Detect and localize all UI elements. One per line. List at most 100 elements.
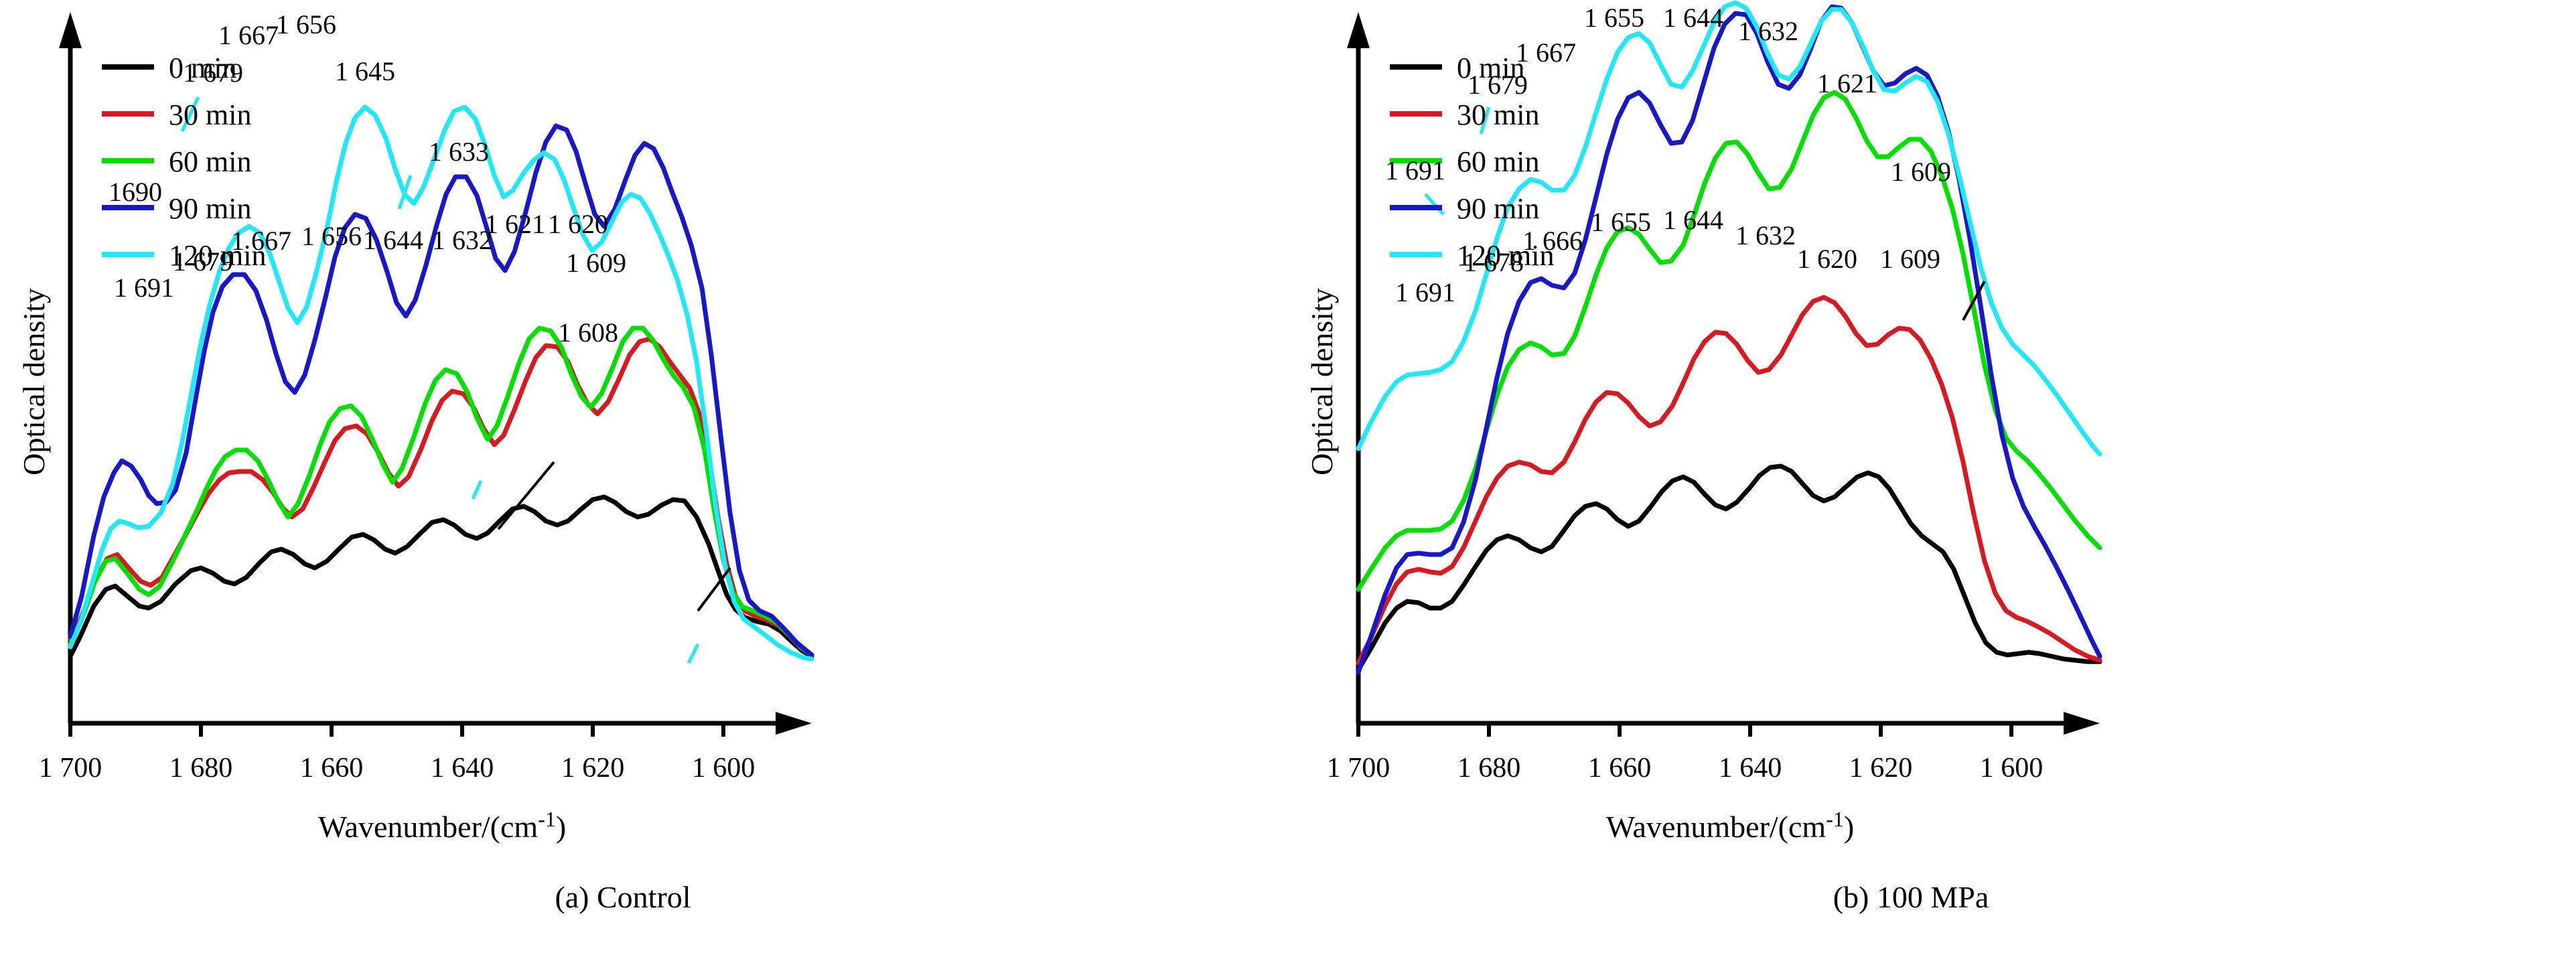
peak-label: 1 667: [1516, 38, 1576, 68]
leader-lines-b: [1424, 106, 1986, 321]
curve-0min-a: [68, 494, 814, 659]
xtick-label: 1 680: [1457, 753, 1521, 784]
legend-label-30min: 30 min: [169, 98, 251, 131]
peak-label: 1 667: [218, 20, 279, 50]
xtick-label: 1 620: [1849, 753, 1913, 784]
legend-item-0[interactable]: 0 min: [102, 52, 236, 84]
legend-label-90min: 90 min: [169, 192, 251, 225]
peak-label: 1 644: [363, 225, 423, 255]
xaxis-ticklabels-b: 1 700 1 680 1 660 1 640 1 620 1 600: [1327, 753, 2044, 784]
xtick-label: 1 620: [561, 753, 625, 784]
curve-30min-b: [1356, 295, 2102, 666]
xtick-label: 1 600: [1980, 753, 2044, 784]
xaxis-ticklabels-a: 1 700 1 680 1 660 1 640 1 620 1 600: [39, 753, 756, 784]
peak-label: 1 656: [276, 9, 336, 40]
leader-1620-a: [497, 461, 555, 530]
legend-item-0[interactable]: 0 min: [1390, 52, 1524, 84]
xtick-label: 1 700: [1327, 753, 1390, 784]
xaxis-title-tail: ): [556, 810, 566, 844]
peak-label: 1 632: [1735, 220, 1796, 250]
svg-text:Wavenumber/(cm-1): Wavenumber/(cm-1): [1606, 807, 1854, 844]
peak-label: 1 609: [566, 248, 626, 278]
peak-label: 1 655: [1584, 3, 1644, 33]
xaxis-title-tail: ): [1844, 810, 1854, 844]
panel-b-svg: 0 min 30 min 60 min 90 min 120 min: [1305, 0, 2102, 914]
peak-label: 1 679: [173, 246, 233, 277]
yaxis-title-a: Optical density: [17, 288, 51, 475]
peak-label: 1 655: [1591, 207, 1651, 237]
axes-a: [59, 12, 812, 737]
xtick-label: 1 640: [431, 753, 494, 784]
peak-label: 1 656: [301, 221, 362, 251]
leader-1609-a: [697, 567, 731, 612]
legend-a: 0 min 30 min 60 min 90 min 120 min: [102, 52, 266, 272]
leader-1633-a: [397, 175, 413, 210]
leader-1679-a: [180, 96, 200, 133]
legend-item-3[interactable]: 90 min: [1390, 192, 1539, 225]
legend-label-60min: 60 min: [169, 145, 251, 178]
peak-label: 1 609: [1880, 244, 1940, 274]
peak-label: 1 644: [1663, 205, 1723, 235]
peak-label: 1 632: [432, 225, 492, 255]
curve-60min-a: [68, 325, 814, 658]
peak-label: 1 678: [1463, 247, 1524, 277]
panel-a: 0 min 30 min 60 min 90 min 120 min: [17, 9, 814, 914]
curve-120min-b: [1356, 0, 2102, 457]
xtick-label: 1 700: [39, 753, 102, 784]
svg-text:Wavenumber/(cm-1): Wavenumber/(cm-1): [318, 807, 566, 844]
xaxis-title-main: Wavenumber/(cm: [1606, 810, 1827, 844]
xtick-label: 1 600: [692, 753, 756, 784]
peak-label: 1 608: [558, 317, 618, 348]
legend-label-90min: 90 min: [1457, 192, 1539, 225]
peak-label: 1 691: [1395, 277, 1455, 307]
xaxis-title-main: Wavenumber/(cm: [318, 810, 539, 844]
panel-a-svg: 0 min 30 min 60 min 90 min 120 min: [17, 9, 814, 914]
peak-label: 1 633: [429, 137, 489, 167]
peak-label: 1 621: [485, 209, 545, 239]
panel-b: 0 min 30 min 60 min 90 min 120 min: [1288, 0, 2576, 957]
legend-label-0min: 0 min: [1457, 52, 1524, 84]
peak-label: 1 645: [335, 56, 395, 86]
peak-label: 1 621: [1817, 68, 1877, 98]
legend-label-0min: 0 min: [169, 52, 236, 84]
legend-item-1[interactable]: 30 min: [1390, 98, 1539, 131]
leader-1609-b: [1962, 281, 1986, 321]
leader-lines-a: [180, 96, 731, 664]
peak-label: 1 679: [183, 58, 243, 88]
legend-item-2[interactable]: 60 min: [1390, 145, 1539, 178]
legend-item-4[interactable]: 120 min: [1390, 239, 1554, 272]
leader-1608-a: [687, 643, 700, 664]
legend-label-120min: 120 min: [1457, 239, 1554, 272]
peak-label: 1 609: [1891, 157, 1951, 187]
curve-0min-b: [1356, 463, 2102, 672]
peak-label: 1 691: [114, 273, 174, 303]
legend-item-2[interactable]: 60 min: [102, 145, 251, 178]
peak-label: 1 679: [1468, 70, 1528, 100]
spectra-curves-b: [1356, 0, 2102, 675]
xaxis-title-b: Wavenumber/(cm-1): [1606, 807, 1854, 844]
peak-label: 1 620: [1797, 244, 1857, 274]
xaxis-title-a: Wavenumber/(cm-1): [318, 807, 566, 844]
peak-label: 1 632: [1738, 16, 1798, 46]
yaxis-title-b: Optical density: [1305, 288, 1339, 475]
legend-item-3[interactable]: 90 min: [102, 192, 251, 225]
spectra-curves-a: [68, 104, 814, 662]
peak-annotations-b: 1 655 1 644 1 632 1 667 1 621 1 679 1 69…: [1385, 3, 1951, 307]
peak-label: 1 666: [1522, 226, 1583, 256]
curve-90min-a: [68, 123, 814, 658]
xtick-label: 1 660: [1588, 753, 1652, 784]
legend-b: 0 min 30 min 60 min 90 min 120 min: [1390, 52, 1554, 272]
peak-annotations-a: 1 667 1 656 1 645 1 679 1690 1 633 1 667…: [109, 9, 626, 348]
peak-label: 1 667: [231, 226, 291, 256]
leader-1621-a: [471, 480, 483, 500]
peak-label: 1 620: [548, 209, 608, 239]
legend-label-120min: 120 min: [169, 239, 266, 272]
peak-label: 1 691: [1385, 155, 1445, 186]
legend-item-4[interactable]: 120 min: [102, 239, 266, 272]
xtick-label: 1 660: [300, 753, 364, 784]
legend-item-1[interactable]: 30 min: [102, 98, 251, 131]
peak-label: 1690: [109, 177, 162, 207]
axes-b: [1347, 12, 2100, 737]
xaxis-title-sup: -1: [538, 807, 556, 831]
